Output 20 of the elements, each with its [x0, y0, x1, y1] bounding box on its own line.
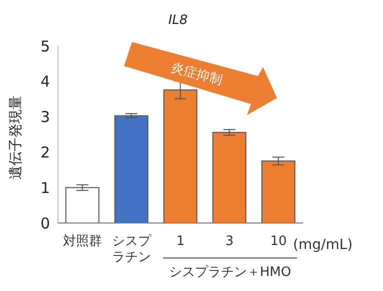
bar: [65, 187, 100, 223]
annotation: 炎症抑制: [170, 60, 224, 88]
text: (mg/mL): [293, 237, 353, 253]
x-tick-label: 対照群: [63, 233, 102, 249]
y-tick-label: 3: [40, 108, 50, 126]
y-tick-label: 2: [40, 144, 50, 162]
x-tick-label: シスプラチン: [112, 234, 152, 265]
x-tick-label: 1: [176, 234, 185, 249]
y-tick-label: 4: [40, 72, 50, 91]
chart-title: IL8: [168, 13, 188, 28]
x-tick-label: 10: [270, 234, 287, 249]
y-tick-label: 5: [40, 37, 50, 56]
y-tick-label: 0: [40, 214, 50, 232]
y-tick-label: 1: [40, 178, 50, 197]
bar: [114, 115, 148, 223]
x-tick-label: 3: [225, 234, 234, 249]
bar: [261, 160, 296, 223]
text: シスプラチン＋HMO: [168, 265, 292, 280]
y-axis-title: 遺伝子発現量: [8, 96, 24, 180]
bar: [212, 132, 246, 223]
